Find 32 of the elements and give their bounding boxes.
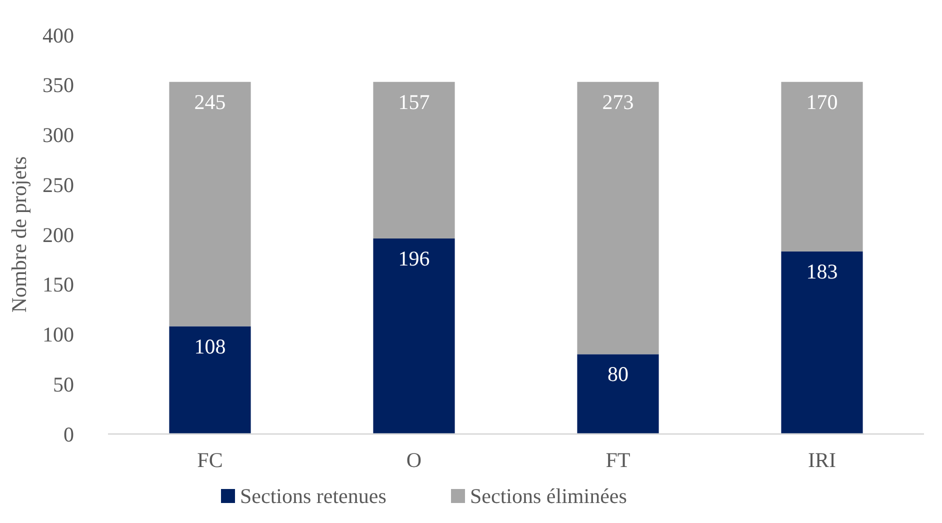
- data-label: 183: [806, 259, 838, 284]
- data-label: 80: [608, 362, 628, 386]
- y-tick-label: 250: [42, 172, 74, 197]
- data-label: 196: [398, 246, 430, 270]
- x-tick-label: FT: [606, 448, 630, 472]
- y-tick-label: 350: [42, 73, 74, 98]
- data-label: 108: [194, 334, 226, 358]
- data-label: 245: [194, 90, 226, 114]
- y-tick-label: 200: [42, 222, 74, 247]
- bar: [781, 251, 863, 434]
- x-tick-label: O: [406, 448, 422, 472]
- bar: [577, 82, 659, 354]
- legend-label: Sections éliminées: [470, 484, 627, 508]
- bar: [169, 326, 251, 434]
- bar: [373, 82, 455, 238]
- y-tick-label: 150: [42, 272, 74, 297]
- y-tick-label: 0: [64, 422, 74, 446]
- bar: [373, 238, 455, 434]
- data-label: 157: [398, 90, 430, 114]
- bar: [169, 82, 251, 326]
- y-tick-label: 400: [42, 23, 74, 48]
- y-tick-label: 50: [53, 372, 74, 396]
- x-tick-label: IRI: [808, 448, 836, 472]
- y-axis-title: Nombre de projets: [7, 156, 31, 313]
- bar: [781, 82, 863, 252]
- y-tick-label: 100: [42, 322, 74, 347]
- data-label: 170: [806, 90, 838, 114]
- data-label: 273: [602, 90, 634, 114]
- bar: [577, 354, 659, 434]
- x-tick-label: FC: [197, 448, 223, 472]
- legend-label: Sections retenues: [240, 484, 386, 508]
- y-tick-label: 300: [42, 123, 74, 148]
